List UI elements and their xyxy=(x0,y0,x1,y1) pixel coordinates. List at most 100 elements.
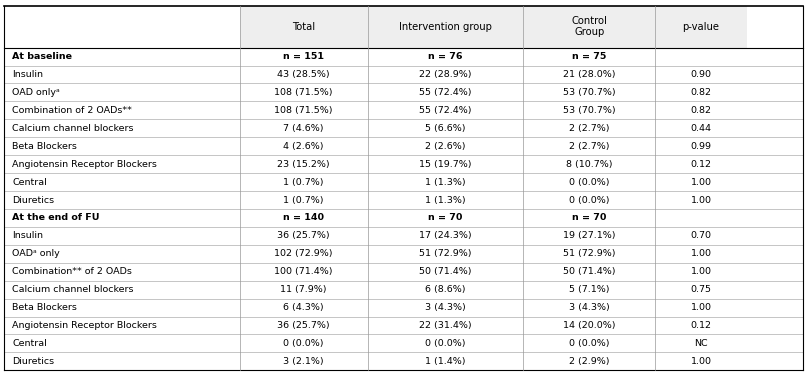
Text: 0.99: 0.99 xyxy=(691,142,712,151)
Text: 5 (6.6%): 5 (6.6%) xyxy=(425,124,466,133)
Text: 17 (24.3%): 17 (24.3%) xyxy=(419,231,472,240)
Text: 53 (70.7%): 53 (70.7%) xyxy=(563,106,616,115)
Text: n = 76: n = 76 xyxy=(429,52,462,61)
Text: 1.00: 1.00 xyxy=(691,303,712,312)
Text: Total: Total xyxy=(292,21,316,32)
Text: Calcium channel blockers: Calcium channel blockers xyxy=(12,124,133,133)
Text: 15 (19.7%): 15 (19.7%) xyxy=(419,160,472,169)
Text: 36 (25.7%): 36 (25.7%) xyxy=(278,321,330,330)
Bar xyxy=(4,227,803,245)
Text: Combination** of 2 OADs: Combination** of 2 OADs xyxy=(12,267,132,276)
Text: 43 (28.5%): 43 (28.5%) xyxy=(278,70,330,79)
Text: 3 (2.1%): 3 (2.1%) xyxy=(283,357,324,366)
Text: Intervention group: Intervention group xyxy=(399,21,492,32)
Text: 0.82: 0.82 xyxy=(691,88,712,97)
Text: At the end of FU: At the end of FU xyxy=(12,214,99,223)
Text: 36 (25.7%): 36 (25.7%) xyxy=(278,231,330,240)
Text: 108 (71.5%): 108 (71.5%) xyxy=(274,106,332,115)
Text: 2 (2.7%): 2 (2.7%) xyxy=(569,142,609,151)
Bar xyxy=(4,245,803,263)
Text: NC: NC xyxy=(694,339,708,348)
Text: n = 140: n = 140 xyxy=(283,214,324,223)
Text: 22 (31.4%): 22 (31.4%) xyxy=(419,321,472,330)
Text: 53 (70.7%): 53 (70.7%) xyxy=(563,88,616,97)
Text: 0.12: 0.12 xyxy=(691,160,712,169)
Bar xyxy=(4,299,803,317)
Text: 5 (7.1%): 5 (7.1%) xyxy=(569,285,609,294)
Text: 0 (0.0%): 0 (0.0%) xyxy=(569,177,609,186)
Text: 3 (4.3%): 3 (4.3%) xyxy=(425,303,466,312)
Text: Calcium channel blockers: Calcium channel blockers xyxy=(12,285,133,294)
Text: Control
Group: Control Group xyxy=(571,16,607,37)
Bar xyxy=(4,209,803,227)
Bar xyxy=(4,83,803,102)
Text: 0 (0.0%): 0 (0.0%) xyxy=(569,339,609,348)
Text: 1.00: 1.00 xyxy=(691,267,712,276)
Text: 50 (71.4%): 50 (71.4%) xyxy=(419,267,472,276)
Bar xyxy=(4,102,803,119)
Bar xyxy=(4,48,803,65)
Text: 100 (71.4%): 100 (71.4%) xyxy=(274,267,332,276)
Text: 0 (0.0%): 0 (0.0%) xyxy=(283,339,324,348)
Text: 1 (1.3%): 1 (1.3%) xyxy=(425,177,466,186)
Text: n = 151: n = 151 xyxy=(283,52,324,61)
Bar xyxy=(4,317,803,335)
Text: 23 (15.2%): 23 (15.2%) xyxy=(278,160,330,169)
Text: 7 (4.6%): 7 (4.6%) xyxy=(283,124,324,133)
Bar xyxy=(4,155,803,173)
Text: 51 (72.9%): 51 (72.9%) xyxy=(563,249,616,258)
Text: 0.44: 0.44 xyxy=(691,124,712,133)
Text: 14 (20.0%): 14 (20.0%) xyxy=(563,321,616,330)
Text: 1.00: 1.00 xyxy=(691,196,712,205)
Text: OAD onlyᵃ: OAD onlyᵃ xyxy=(12,88,60,97)
Text: Central: Central xyxy=(12,339,47,348)
Text: 6 (8.6%): 6 (8.6%) xyxy=(425,285,466,294)
Text: 11 (7.9%): 11 (7.9%) xyxy=(280,285,327,294)
Text: 22 (28.9%): 22 (28.9%) xyxy=(419,70,472,79)
Text: 1.00: 1.00 xyxy=(691,177,712,186)
Bar xyxy=(240,6,367,48)
Bar xyxy=(4,263,803,281)
Text: 51 (72.9%): 51 (72.9%) xyxy=(419,249,472,258)
Text: 1 (0.7%): 1 (0.7%) xyxy=(283,196,324,205)
Text: 8 (10.7%): 8 (10.7%) xyxy=(566,160,613,169)
Text: 1.00: 1.00 xyxy=(691,357,712,366)
Text: 0.82: 0.82 xyxy=(691,106,712,115)
Text: At baseline: At baseline xyxy=(12,52,72,61)
Text: 1 (1.4%): 1 (1.4%) xyxy=(425,357,466,366)
Bar xyxy=(4,352,803,370)
Text: 2 (2.9%): 2 (2.9%) xyxy=(569,357,609,366)
Text: Insulin: Insulin xyxy=(12,231,43,240)
Bar xyxy=(4,119,803,137)
Text: Beta Blockers: Beta Blockers xyxy=(12,142,77,151)
Bar xyxy=(4,281,803,299)
Text: n = 75: n = 75 xyxy=(572,52,606,61)
Text: OADᵃ only: OADᵃ only xyxy=(12,249,60,258)
Bar xyxy=(524,6,655,48)
Text: 0 (0.0%): 0 (0.0%) xyxy=(569,196,609,205)
Text: 1 (1.3%): 1 (1.3%) xyxy=(425,196,466,205)
Text: Combination of 2 OADs**: Combination of 2 OADs** xyxy=(12,106,132,115)
Text: 0.75: 0.75 xyxy=(691,285,712,294)
Text: 1 (0.7%): 1 (0.7%) xyxy=(283,177,324,186)
Text: Diuretics: Diuretics xyxy=(12,196,54,205)
Text: n = 70: n = 70 xyxy=(429,214,462,223)
Text: Insulin: Insulin xyxy=(12,70,43,79)
Bar xyxy=(4,65,803,83)
Text: 102 (72.9%): 102 (72.9%) xyxy=(274,249,332,258)
Bar xyxy=(4,335,803,352)
Text: 4 (2.6%): 4 (2.6%) xyxy=(283,142,324,151)
Text: 0.12: 0.12 xyxy=(691,321,712,330)
Text: 108 (71.5%): 108 (71.5%) xyxy=(274,88,332,97)
Text: n = 70: n = 70 xyxy=(572,214,606,223)
Text: 0.70: 0.70 xyxy=(691,231,712,240)
Text: 1.00: 1.00 xyxy=(691,249,712,258)
Bar xyxy=(655,6,747,48)
Text: p-value: p-value xyxy=(683,21,720,32)
Text: 55 (72.4%): 55 (72.4%) xyxy=(419,88,472,97)
Text: Angiotensin Receptor Blockers: Angiotensin Receptor Blockers xyxy=(12,321,157,330)
Text: 21 (28.0%): 21 (28.0%) xyxy=(563,70,616,79)
Bar xyxy=(367,6,524,48)
Text: Angiotensin Receptor Blockers: Angiotensin Receptor Blockers xyxy=(12,160,157,169)
Bar xyxy=(4,191,803,209)
